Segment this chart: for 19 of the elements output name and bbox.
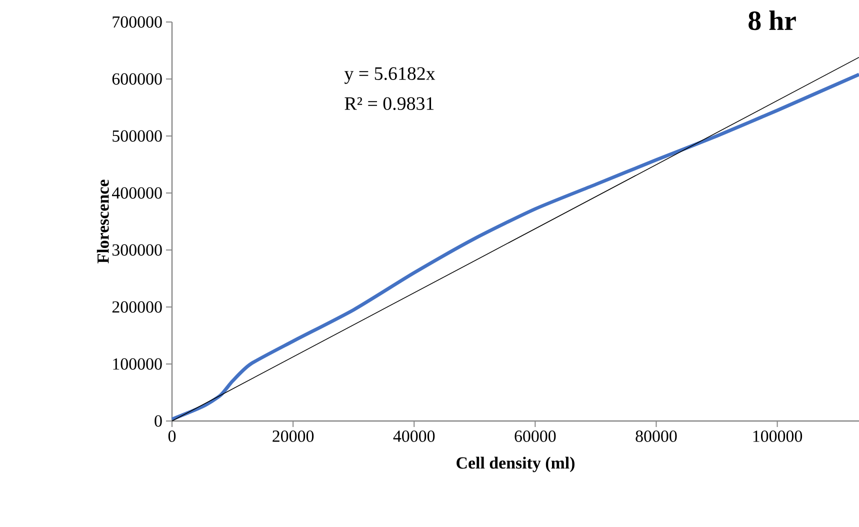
x-tick-label: 20000	[272, 430, 314, 442]
y-tick-label: 500000	[112, 130, 162, 142]
y-tick-label: 700000	[112, 16, 162, 28]
y-axis-title: Florescence	[96, 180, 109, 264]
x-tick-label: 60000	[514, 430, 556, 442]
y-tick-label: 400000	[112, 187, 162, 199]
y-tick-label: 600000	[112, 73, 162, 85]
x-tick-label: 80000	[636, 430, 677, 442]
x-tick-label: 40000	[393, 430, 435, 442]
y-tick-label: 200000	[112, 301, 162, 313]
chart-title: 8 hr	[748, 10, 796, 30]
annotation: R² = 0.9831	[344, 97, 434, 110]
annotation: y = 5.6182x	[344, 67, 436, 84]
x-tick-label: 100000	[753, 430, 802, 442]
y-tick-label: 0	[154, 415, 162, 427]
x-axis-title: Cell density (ml)	[456, 456, 574, 472]
x-tick-label: 0	[168, 430, 176, 442]
y-tick-label: 300000	[112, 244, 162, 256]
y-tick-label: 100000	[113, 358, 162, 370]
